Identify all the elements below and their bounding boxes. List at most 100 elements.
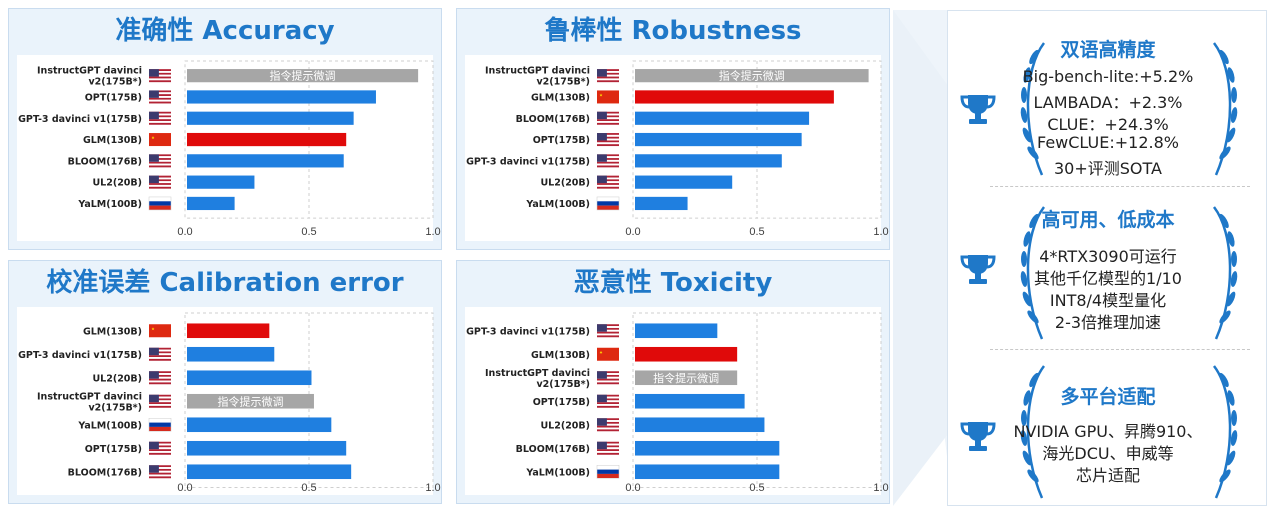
category-label: GPT-3 davinci v1(175B) [466, 156, 590, 167]
bar [635, 464, 780, 480]
category-label: OPT(175B) [533, 397, 590, 408]
laurel-left-icon [1020, 42, 1045, 176]
bar [635, 346, 738, 362]
category-label: GLM(130B) [83, 135, 142, 146]
x-tick-label: 0.0 [177, 482, 192, 494]
category-label: OPT(175B) [533, 135, 590, 146]
us-flag-icon [149, 465, 171, 479]
us-flag-icon [597, 111, 619, 125]
bar [635, 417, 765, 433]
x-tick-label: 1.0 [873, 482, 888, 494]
bar [187, 132, 347, 147]
bar [187, 346, 275, 362]
bar [635, 440, 780, 456]
bar [187, 323, 270, 339]
x-tick-label: 0.5 [749, 226, 764, 238]
category-label: UL2(20B) [92, 373, 142, 384]
category-label: GPT-3 davinci v1(175B) [18, 350, 142, 361]
highlight-line: FewCLUE:+12.8% [1037, 133, 1179, 152]
us-flag-icon [149, 371, 171, 385]
cn-flag-icon [149, 324, 171, 338]
bar-label: 指令提示微调 [719, 69, 785, 83]
bar-label: 指令提示微调 [217, 394, 283, 408]
highlight-cost: 高可用、低成本 4*RTX3090可运行 其他千亿模型的1/10 INT8/4模… [948, 191, 1268, 346]
highlight-platform: 多平台适配 NVIDIA GPU、昇腾910、 海光DCU、申威等 芯片适配 [948, 356, 1268, 506]
category-label: GLM(130B) [83, 326, 142, 337]
divider [990, 186, 1250, 187]
x-tick-label: 1.0 [873, 226, 888, 238]
highlight-line: LAMBADA：+2.3% [1033, 93, 1183, 112]
laurel-right-icon [1213, 42, 1238, 176]
category-label: InstructGPT davinci v2(175B*) [485, 66, 590, 88]
highlight-line: 海光DCU、申威等 [1042, 444, 1174, 463]
x-tick-label: 1.0 [425, 226, 440, 238]
bar [635, 154, 782, 168]
bar [187, 464, 352, 480]
us-flag-icon [597, 324, 619, 338]
bar-label: 指令提示微调 [653, 371, 719, 385]
chart-title: 恶意性 Toxicity [573, 268, 773, 298]
category-label: GPT-3 davinci v1(175B) [18, 114, 142, 125]
callout-wedge [893, 10, 953, 506]
bar [187, 154, 344, 168]
bar [187, 111, 354, 125]
bar [635, 175, 733, 189]
bar [635, 393, 745, 409]
cn-flag-icon [149, 133, 171, 147]
bar [635, 132, 802, 147]
us-flag-icon [597, 154, 619, 168]
us-flag-icon [597, 69, 619, 83]
bar [187, 440, 347, 456]
ru-flag-icon [148, 418, 172, 432]
highlight-line: 4*RTX3090可运行 [1039, 247, 1177, 266]
x-tick-label: 0.0 [177, 226, 192, 238]
us-flag-icon [149, 90, 171, 104]
chart-title: 鲁棒性 Robustness [544, 16, 802, 46]
category-label: InstructGPT davinci v2(175B*) [485, 368, 590, 390]
bar [187, 175, 255, 189]
x-tick-label: 1.0 [425, 482, 440, 494]
robustness-bar-chart: 0.0 0.5 1.0 InstructGPT davinci v2(175B*) 指令提… [466, 60, 889, 238]
accuracy-panel: 准确性 Accuracy 0.0 0.5 1.0 InstructGPT davinc… [8, 8, 442, 250]
bar [187, 90, 376, 104]
bar [635, 90, 834, 104]
us-flag-icon [149, 347, 171, 361]
us-flag-icon [149, 154, 171, 168]
us-flag-icon [149, 394, 171, 408]
category-label: YaLM(100B) [77, 199, 142, 210]
trophy-icon [960, 255, 996, 284]
category-label: OPT(175B) [85, 92, 142, 103]
highlight-line: Big-bench-lite:+5.2% [1022, 67, 1194, 86]
bar [187, 69, 419, 83]
us-flag-icon [597, 371, 619, 385]
us-flag-icon [149, 69, 171, 83]
bar [635, 370, 738, 386]
laurel-right-icon [1213, 365, 1238, 499]
category-label: YaLM(100B) [77, 420, 142, 431]
bar [635, 196, 688, 211]
toxicity-bar-chart: 0.0 0.5 1.0 GPT-3 davinci v1(175B) GLM(130B)… [466, 312, 889, 494]
category-label: GLM(130B) [531, 92, 590, 103]
cn-flag-icon [597, 347, 619, 361]
us-flag-icon [597, 133, 619, 147]
bar [187, 417, 332, 433]
x-tick-label: 0.0 [625, 226, 640, 238]
us-flag-icon [149, 175, 171, 189]
highlight-title: 双语高精度 [1060, 39, 1156, 61]
category-label: BLOOM(176B) [516, 114, 590, 125]
highlight-title: 高可用、低成本 [1041, 209, 1175, 231]
highlight-line: INT8/4模型量化 [1049, 291, 1167, 310]
ru-flag-icon [148, 196, 172, 211]
laurel-left-icon [1020, 365, 1045, 499]
bar [187, 370, 312, 386]
category-label: YaLM(100B) [525, 199, 590, 210]
category-label: UL2(20B) [92, 178, 142, 189]
accuracy-bar-chart: 0.0 0.5 1.0 InstructGPT davinci v2(175B*) 指令提… [18, 60, 441, 238]
category-label: YaLM(100B) [525, 467, 590, 478]
trophy-icon [960, 422, 996, 451]
chart-title: 校准误差 Calibration error [46, 268, 404, 298]
bar [187, 393, 314, 409]
bar [187, 196, 235, 211]
bar [635, 323, 718, 339]
calibration-panel: 校准误差 Calibration error 0.0 0.5 1.0 GLM(130B… [8, 260, 442, 504]
